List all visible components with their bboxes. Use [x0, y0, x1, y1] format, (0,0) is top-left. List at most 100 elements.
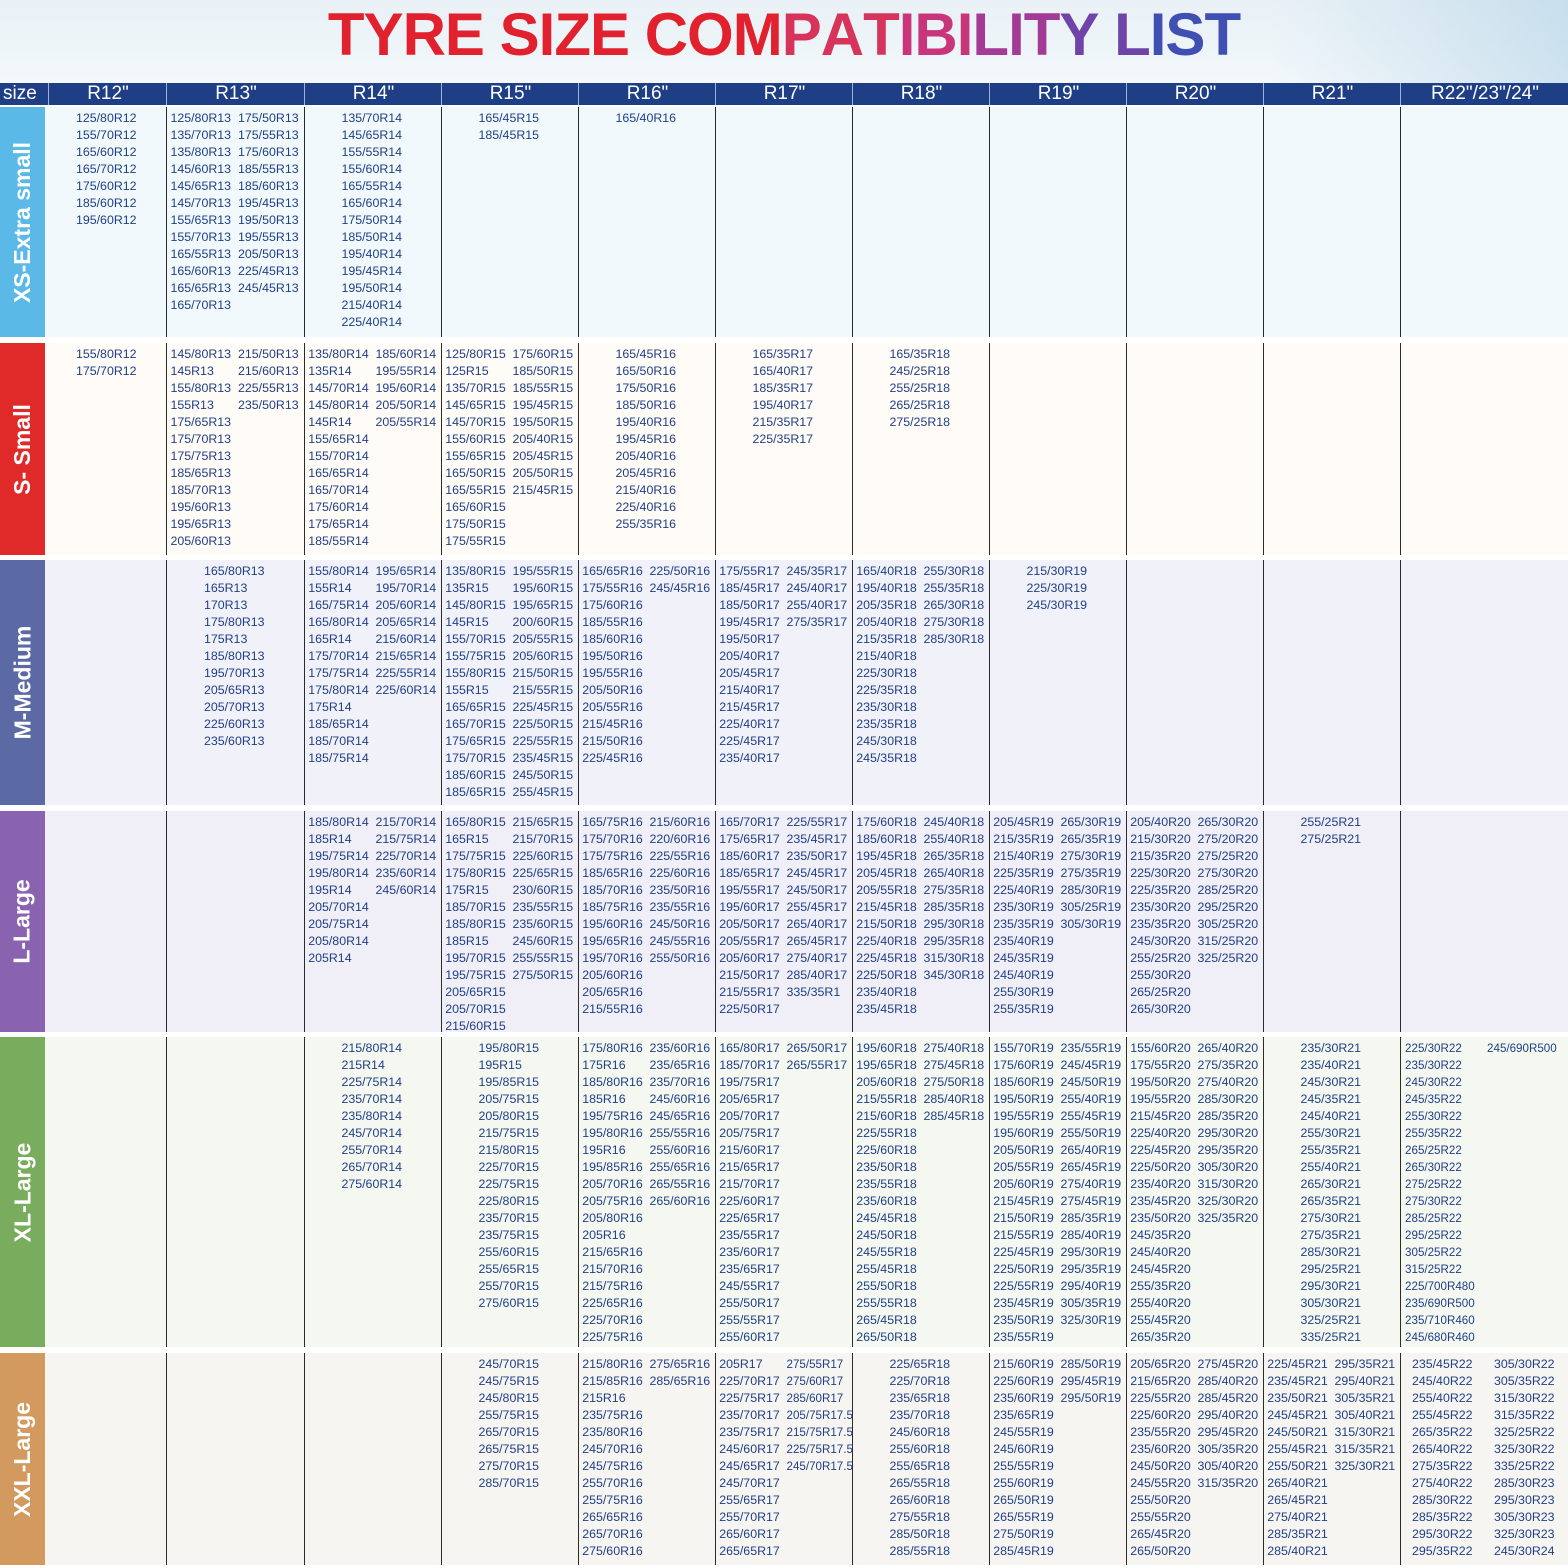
column-divider: [1263, 811, 1264, 1032]
tyre-size: 295/30R22: [1411, 1527, 1473, 1541]
size-list: 155/70R19 175/60R19 185/60R19 195/50R19 195/…: [993, 1040, 1054, 1346]
tyre-size: 225/60R16: [649, 866, 711, 880]
tyre-size: 165/60R15: [445, 500, 506, 514]
tyre-size: 185/65R16: [582, 866, 643, 880]
tyre-size: 285/35R21: [1267, 1527, 1328, 1541]
size-band-label-text: XL-Large: [9, 1142, 35, 1242]
tyre-size: 245/70R14: [341, 1126, 403, 1140]
tyre-size: 255/25R21: [1300, 815, 1362, 829]
tyre-size: 175/70R13: [170, 432, 232, 446]
tyre-size: 125/80R13: [170, 111, 232, 125]
tyre-size: 195/65R13: [170, 517, 232, 531]
tyre-size: 225/40R20: [1130, 1126, 1191, 1140]
tyre-size: 215/50R19: [993, 1211, 1054, 1225]
title-letter: E: [589, 1, 630, 68]
tyre-size: 205/75R15: [478, 1092, 540, 1106]
title-letter: I: [1008, 1, 1025, 68]
tyre-size: 235/45R20: [1130, 1194, 1191, 1208]
tyre-size: 255/55R15: [512, 951, 574, 965]
tyre-size: 165/55R13: [170, 247, 232, 261]
tyre-size: 215/75R15: [478, 1126, 540, 1140]
tyre-size: 245/40R22: [1411, 1374, 1473, 1388]
tyre-size: 195/45R17: [719, 615, 780, 629]
tyre-size: 135/80R15: [445, 564, 506, 578]
tyre-size: 265/45R20: [1130, 1527, 1191, 1541]
column-divider: [441, 343, 442, 555]
size-list: 265/30R19 265/35R19 275/30R19 275/35R19 285/…: [1061, 814, 1122, 933]
tyre-size: 275/25R21: [1300, 832, 1362, 846]
tyre-size: 225/55R16: [649, 849, 711, 863]
size-list: 275/45R20 285/40R20 285/45R20 295/40R20 295/…: [1198, 1356, 1259, 1492]
tyre-size: 155/65R14: [308, 432, 369, 446]
tyre-size: 175R14: [308, 700, 352, 714]
tyre-size: 225/45R13: [238, 264, 299, 278]
tyre-size: 245/75R15: [478, 1374, 540, 1388]
tyre-size: 175/55R17: [719, 564, 780, 578]
tyre-size: 185/75R14: [308, 751, 369, 765]
tyre-size: 135/70R13: [170, 128, 232, 142]
tyre-size: 225/45R20: [1130, 1143, 1191, 1157]
header-column: R20": [1126, 83, 1264, 105]
tyre-size: 245/75R16: [582, 1459, 643, 1473]
tyre-size: 325/25R21: [1300, 1313, 1362, 1327]
tyre-size: 215/45R15: [512, 483, 574, 497]
tyre-size: 205/50R19: [993, 1143, 1054, 1157]
tyre-size: 285/25R22: [1405, 1212, 1462, 1225]
tyre-size: 235/35R20: [1130, 917, 1191, 931]
tyre-size: 175/55R20: [1130, 1058, 1191, 1072]
tyre-size: 225/700R480: [1405, 1280, 1475, 1293]
tyre-size: 195/70R16: [582, 951, 643, 965]
size-band: XS-Extra small 125/80R12 155/70R12 165/60R1…: [0, 107, 1568, 337]
tyre-size: 255/40R21: [1300, 1160, 1362, 1174]
header-column: R19": [989, 83, 1127, 105]
tyre-size: 175/70R15: [445, 751, 506, 765]
size-list: 185/80R14 185R14 195/75R14 195/80R14 195R14 2…: [308, 814, 369, 967]
title-letter: O: [687, 1, 734, 68]
tyre-size: 175/75R15: [445, 849, 506, 863]
tyre-size: 325/35R20: [1197, 1211, 1259, 1225]
tyre-size: 275/50R18: [923, 1075, 985, 1089]
column-divider: [715, 343, 716, 555]
tyre-size: 235/70R14: [341, 1092, 403, 1106]
tyre-size: 245/680R460: [1405, 1331, 1475, 1344]
tyre-size: 255/50R19: [1060, 1126, 1122, 1140]
tyre-size: 215/35R17: [752, 415, 814, 429]
tyre-size: 305/35R21: [1334, 1391, 1396, 1405]
tyre-size: 245/60R15: [512, 934, 574, 948]
tyre-size: 175/55R15: [445, 534, 506, 548]
size-band-label: XL-Large: [0, 1037, 45, 1347]
tyre-size: 145/60R13: [170, 162, 232, 176]
size-list: 175/80R16 175R16 185/80R16 185R16 195/75R16 1…: [582, 1040, 643, 1346]
tyre-size: 175/80R16: [582, 1041, 643, 1055]
tyre-size: 225/65R15: [512, 866, 574, 880]
tyre-size: 185/65R14: [308, 717, 369, 731]
tyre-size: 225/70R16: [582, 1313, 643, 1327]
tyre-size: 245/45R20: [1130, 1262, 1191, 1276]
tyre-size: 215/65R17: [719, 1160, 780, 1174]
tyre-size: 285/30R21: [1300, 1245, 1362, 1259]
size-band-label-text: XS-Extra small: [9, 141, 35, 303]
tyre-size: 295/35R21: [1334, 1357, 1396, 1371]
tyre-size: 195/60R14: [375, 381, 437, 395]
tyre-size: 225/60R19: [993, 1374, 1054, 1388]
column-divider: [441, 1353, 442, 1565]
tyre-size: 195/50R16: [582, 649, 643, 663]
size-list: 245/70R15 245/75R15 245/80R15 255/75R15 265/…: [478, 1356, 539, 1492]
tyre-size: 215/80R15: [478, 1143, 540, 1157]
tyre-size: 225/55R15: [512, 734, 574, 748]
tyre-size: 265/30R18: [923, 598, 985, 612]
tyre-size: 185/65R13: [170, 466, 232, 480]
title-letter: B: [914, 1, 957, 68]
tyre-size: 275/35R21: [1300, 1228, 1362, 1242]
tyre-size: 295/30R19: [1060, 1245, 1122, 1259]
tyre-size: 255/45R22: [1411, 1408, 1473, 1422]
column-divider: [441, 560, 442, 805]
tyre-size: 205/40R15: [512, 432, 574, 446]
size-list: 305/30R22 305/35R22 315/30R22 315/35R22 325/…: [1494, 1356, 1555, 1560]
tyre-size: 295/30R18: [923, 917, 985, 931]
size-list: 165/80R15 165R15 175/75R15 175/80R15 175R15 1…: [445, 814, 506, 1035]
tyre-size: 275/60R17: [786, 1375, 844, 1388]
tyre-size: 255/35R22: [1405, 1127, 1462, 1140]
tyre-size: 205/65R20: [1130, 1357, 1191, 1371]
tyre-size: 255/55R18: [856, 1296, 917, 1310]
